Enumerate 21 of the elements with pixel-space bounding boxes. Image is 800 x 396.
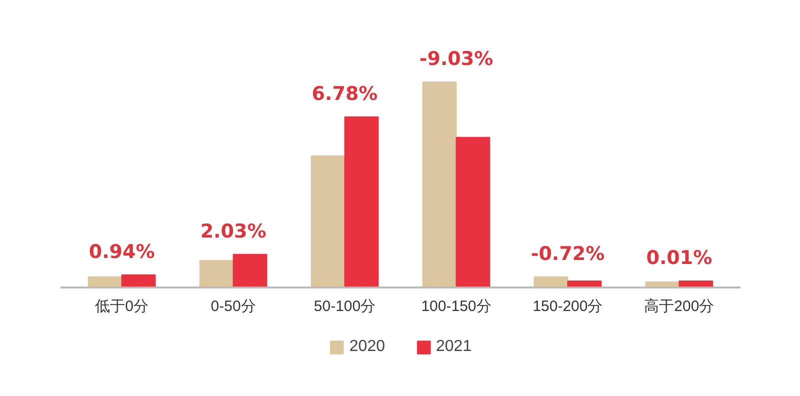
x-tick-label: 高于200分 <box>644 298 714 316</box>
bar <box>456 136 490 288</box>
bar <box>310 155 346 288</box>
legend-label: 2021 <box>436 338 472 356</box>
text: -9.03% <box>419 48 494 70</box>
legend-label: 2020 <box>349 338 385 356</box>
x-tick-label: 0-50分 <box>210 298 256 316</box>
bar <box>344 116 379 288</box>
annotation: -0.72% <box>530 242 605 265</box>
bar <box>121 274 156 288</box>
x-tick-label: 100-150分 <box>421 298 492 316</box>
x-tick-label: 150-200分 <box>532 298 603 316</box>
annotation: 0.01% <box>646 247 712 270</box>
annotation: 6.78% <box>312 82 378 105</box>
annotation: 0.94% <box>88 240 155 263</box>
x-tick-label: 50-100分 <box>314 298 376 316</box>
bar <box>199 260 234 288</box>
bar <box>422 82 457 288</box>
annotation: 2.03% <box>200 220 266 242</box>
x-tick-label: 低于0分 <box>95 298 148 316</box>
bar <box>232 254 268 288</box>
